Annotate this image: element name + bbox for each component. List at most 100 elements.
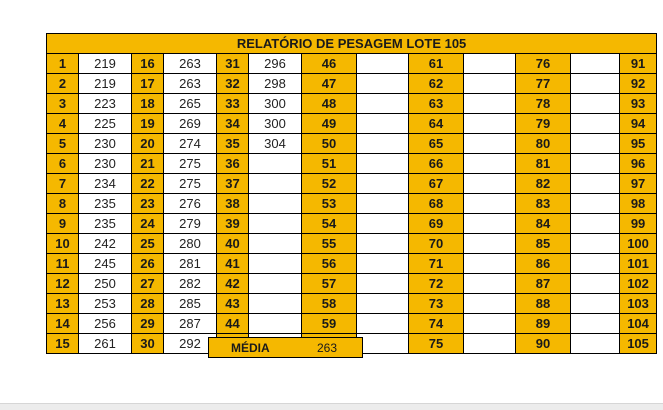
- weight-cell: 263: [163, 53, 217, 74]
- weight-cell: [463, 53, 516, 74]
- weight-cell: 279: [163, 213, 217, 234]
- weight-cell: [570, 333, 620, 354]
- animal-number-cell: 68: [408, 193, 464, 214]
- animal-number-cell: 61: [408, 53, 464, 74]
- animal-number-cell: 47: [301, 73, 357, 94]
- animal-number-cell: 54: [301, 213, 357, 234]
- weight-cell: 230: [78, 153, 132, 174]
- weight-cell: [356, 333, 409, 354]
- weight-cell: [356, 313, 409, 334]
- animal-number-cell: 35: [216, 133, 249, 154]
- weight-cell: [356, 153, 409, 174]
- animal-number-cell: 87: [515, 273, 571, 294]
- animal-number-cell: 63: [408, 93, 464, 114]
- animal-number-cell: 59: [301, 313, 357, 334]
- animal-number-cell: 84: [515, 213, 571, 234]
- animal-number-cell: 49: [301, 113, 357, 134]
- animal-number-cell: 42: [216, 273, 249, 294]
- weight-cell: [248, 233, 302, 254]
- weight-cell: 253: [78, 293, 132, 314]
- weight-cell: [570, 93, 620, 114]
- animal-number-cell: 27: [131, 273, 164, 294]
- weight-cell: 282: [163, 273, 217, 294]
- animal-number-cell: 24: [131, 213, 164, 234]
- weight-cell: 281: [163, 253, 217, 274]
- table-row: 3 223 18 265 33 300 48 63 78 93: [46, 93, 658, 114]
- animal-number-cell: 80: [515, 133, 571, 154]
- animal-number-cell: 96: [618, 153, 658, 174]
- animal-number-cell: 20: [131, 133, 164, 154]
- animal-number-cell: 70: [408, 233, 464, 254]
- animal-number-cell: 6: [46, 153, 79, 174]
- animal-number-cell: 36: [216, 153, 249, 174]
- animal-number-cell: 58: [301, 293, 357, 314]
- animal-number-cell: 38: [216, 193, 249, 214]
- weighing-report-sheet: RELATÓRIO DE PESAGEM LOTE 105 1 219 16 263 3…: [45, 33, 658, 354]
- weight-cell: [356, 133, 409, 154]
- animal-number-cell: 15: [46, 333, 79, 354]
- weight-cell: 263: [163, 73, 217, 94]
- animal-number-cell: 94: [618, 113, 658, 134]
- weight-cell: 298: [248, 73, 302, 94]
- weight-cell: 275: [163, 153, 217, 174]
- animal-number-cell: 53: [301, 193, 357, 214]
- animal-number-cell: 76: [515, 53, 571, 74]
- weight-cell: [570, 293, 620, 314]
- animal-number-cell: 1: [46, 53, 79, 74]
- weight-cell: [570, 193, 620, 214]
- animal-number-cell: 78: [515, 93, 571, 114]
- weight-cell: [463, 333, 516, 354]
- animal-number-cell: 30: [131, 333, 164, 354]
- weight-cell: [248, 153, 302, 174]
- weight-cell: [463, 273, 516, 294]
- weight-cell: [356, 253, 409, 274]
- animal-number-cell: 85: [515, 233, 571, 254]
- animal-number-cell: 51: [301, 153, 357, 174]
- weight-cell: 265: [163, 93, 217, 114]
- animal-number-cell: 16: [131, 53, 164, 74]
- animal-number-cell: 91: [618, 53, 658, 74]
- report-title: RELATÓRIO DE PESAGEM LOTE 105: [45, 33, 658, 54]
- table-row: 7 234 22 275 37 52 67 82 97: [46, 173, 658, 194]
- weight-cell: 223: [78, 93, 132, 114]
- animal-number-cell: 62: [408, 73, 464, 94]
- weight-cell: [356, 193, 409, 214]
- weight-cell: 256: [78, 313, 132, 334]
- animal-number-cell: 93: [618, 93, 658, 114]
- weight-cell: [463, 73, 516, 94]
- weight-cell: [356, 273, 409, 294]
- weight-cell: [463, 113, 516, 134]
- weight-cell: [570, 53, 620, 74]
- weight-cell: 292: [163, 333, 217, 354]
- weight-cell: 269: [163, 113, 217, 134]
- weight-cell: 219: [78, 73, 132, 94]
- animal-number-cell: 39: [216, 213, 249, 234]
- animal-number-cell: 31: [216, 53, 249, 74]
- animal-number-cell: 72: [408, 273, 464, 294]
- animal-number-cell: 74: [408, 313, 464, 334]
- weight-cell: 280: [163, 233, 217, 254]
- table-row: 1 219 16 263 31 296 46 61 76 91: [46, 53, 658, 74]
- animal-number-cell: 82: [515, 173, 571, 194]
- animal-number-cell: 17: [131, 73, 164, 94]
- animal-number-cell: 41: [216, 253, 249, 274]
- animal-number-cell: 23: [131, 193, 164, 214]
- weight-cell: [570, 273, 620, 294]
- average-row: MÉDIA 263: [208, 337, 363, 358]
- animal-number-cell: 21: [131, 153, 164, 174]
- weight-cell: 275: [163, 173, 217, 194]
- average-label: MÉDIA: [231, 340, 270, 355]
- animal-number-cell: 81: [515, 153, 571, 174]
- animal-number-cell: 12: [46, 273, 79, 294]
- animal-number-cell: 34: [216, 113, 249, 134]
- animal-number-cell: 7: [46, 173, 79, 194]
- animal-number-cell: 65: [408, 133, 464, 154]
- weight-cell: [463, 133, 516, 154]
- weight-cell: 250: [78, 273, 132, 294]
- weight-cell: 274: [163, 133, 217, 154]
- weight-cell: [463, 153, 516, 174]
- weight-cell: 235: [78, 193, 132, 214]
- table-row: 5 230 20 274 35 304 50 65 80 95: [46, 133, 658, 154]
- animal-number-cell: 69: [408, 213, 464, 234]
- weight-cell: [463, 193, 516, 214]
